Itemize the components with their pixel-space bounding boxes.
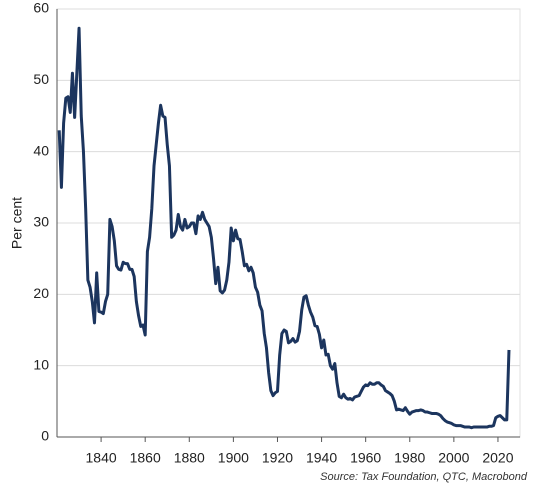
y-tick-label: 20	[33, 285, 49, 301]
x-tick-label: 1880	[174, 450, 205, 466]
y-tick-label: 30	[33, 214, 49, 230]
y-tick-label: 40	[33, 142, 49, 158]
x-tick-label: 1940	[306, 450, 337, 466]
x-tick-label: 1960	[350, 450, 381, 466]
data-line	[57, 26, 511, 430]
x-tick-label: 2000	[438, 450, 469, 466]
y-tick-label: 60	[33, 0, 49, 16]
x-tick-label: 2020	[482, 450, 513, 466]
source-note: Source: Tax Foundation, QTC, Macrobond	[320, 471, 528, 483]
x-tick-label: 1860	[130, 450, 161, 466]
x-tick-label: 1980	[394, 450, 425, 466]
y-tick-label: 10	[33, 356, 49, 372]
y-tick-label: 0	[41, 428, 49, 444]
x-tick-label: 1840	[86, 450, 117, 466]
y-axis-label: Per cent	[9, 197, 25, 249]
x-tick-label: 1920	[262, 450, 293, 466]
x-tick-label: 1900	[218, 450, 249, 466]
y-tick-label: 50	[33, 71, 49, 87]
